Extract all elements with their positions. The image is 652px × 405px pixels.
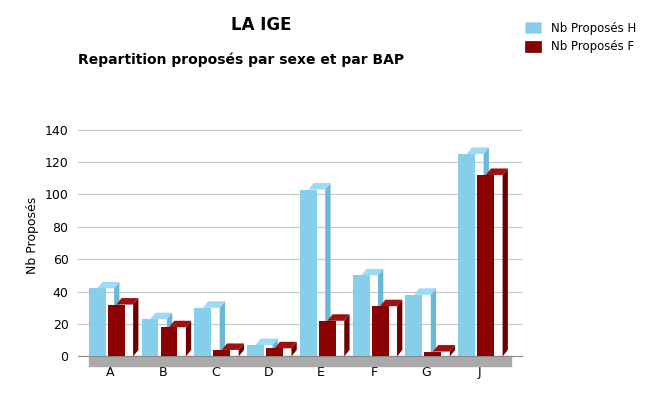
Polygon shape <box>486 168 508 175</box>
Polygon shape <box>325 183 331 356</box>
Text: Repartition proposés par sexe et par BAP: Repartition proposés par sexe et par BAP <box>78 53 404 67</box>
Bar <box>266 348 283 356</box>
Polygon shape <box>380 300 402 306</box>
Bar <box>89 288 106 356</box>
Polygon shape <box>378 269 383 356</box>
Polygon shape <box>256 339 278 345</box>
Text: LA IGE: LA IGE <box>231 16 291 34</box>
Polygon shape <box>327 314 349 321</box>
Bar <box>319 321 336 356</box>
Bar <box>247 345 264 356</box>
Bar <box>213 350 230 356</box>
Polygon shape <box>239 343 244 356</box>
Polygon shape <box>433 345 455 352</box>
Polygon shape <box>133 298 138 356</box>
Polygon shape <box>344 314 349 356</box>
Bar <box>424 352 441 356</box>
Bar <box>141 319 158 356</box>
Legend: Nb Proposés H, Nb Proposés F: Nb Proposés H, Nb Proposés F <box>521 18 640 57</box>
Bar <box>194 308 211 356</box>
Polygon shape <box>397 300 402 356</box>
Bar <box>406 295 422 356</box>
Polygon shape <box>167 313 172 356</box>
Y-axis label: Nb Proposés: Nb Proposés <box>26 196 39 273</box>
Polygon shape <box>274 342 297 348</box>
Polygon shape <box>467 147 489 154</box>
Polygon shape <box>169 321 191 327</box>
Bar <box>108 305 125 356</box>
Polygon shape <box>450 345 455 356</box>
Polygon shape <box>222 343 244 350</box>
Bar <box>160 327 177 356</box>
Polygon shape <box>414 288 436 295</box>
Bar <box>372 306 389 356</box>
Polygon shape <box>97 282 119 288</box>
Polygon shape <box>220 301 225 356</box>
Polygon shape <box>116 298 138 305</box>
Polygon shape <box>114 282 119 356</box>
Bar <box>300 190 317 356</box>
Bar <box>477 175 494 356</box>
Polygon shape <box>186 321 191 356</box>
Polygon shape <box>484 147 489 356</box>
Polygon shape <box>150 313 172 319</box>
Polygon shape <box>308 183 331 190</box>
Polygon shape <box>503 168 508 356</box>
Polygon shape <box>361 269 383 275</box>
Polygon shape <box>431 288 436 356</box>
Bar <box>353 275 370 356</box>
Polygon shape <box>203 301 225 308</box>
Bar <box>458 154 475 356</box>
Polygon shape <box>291 342 297 356</box>
Polygon shape <box>273 339 278 356</box>
